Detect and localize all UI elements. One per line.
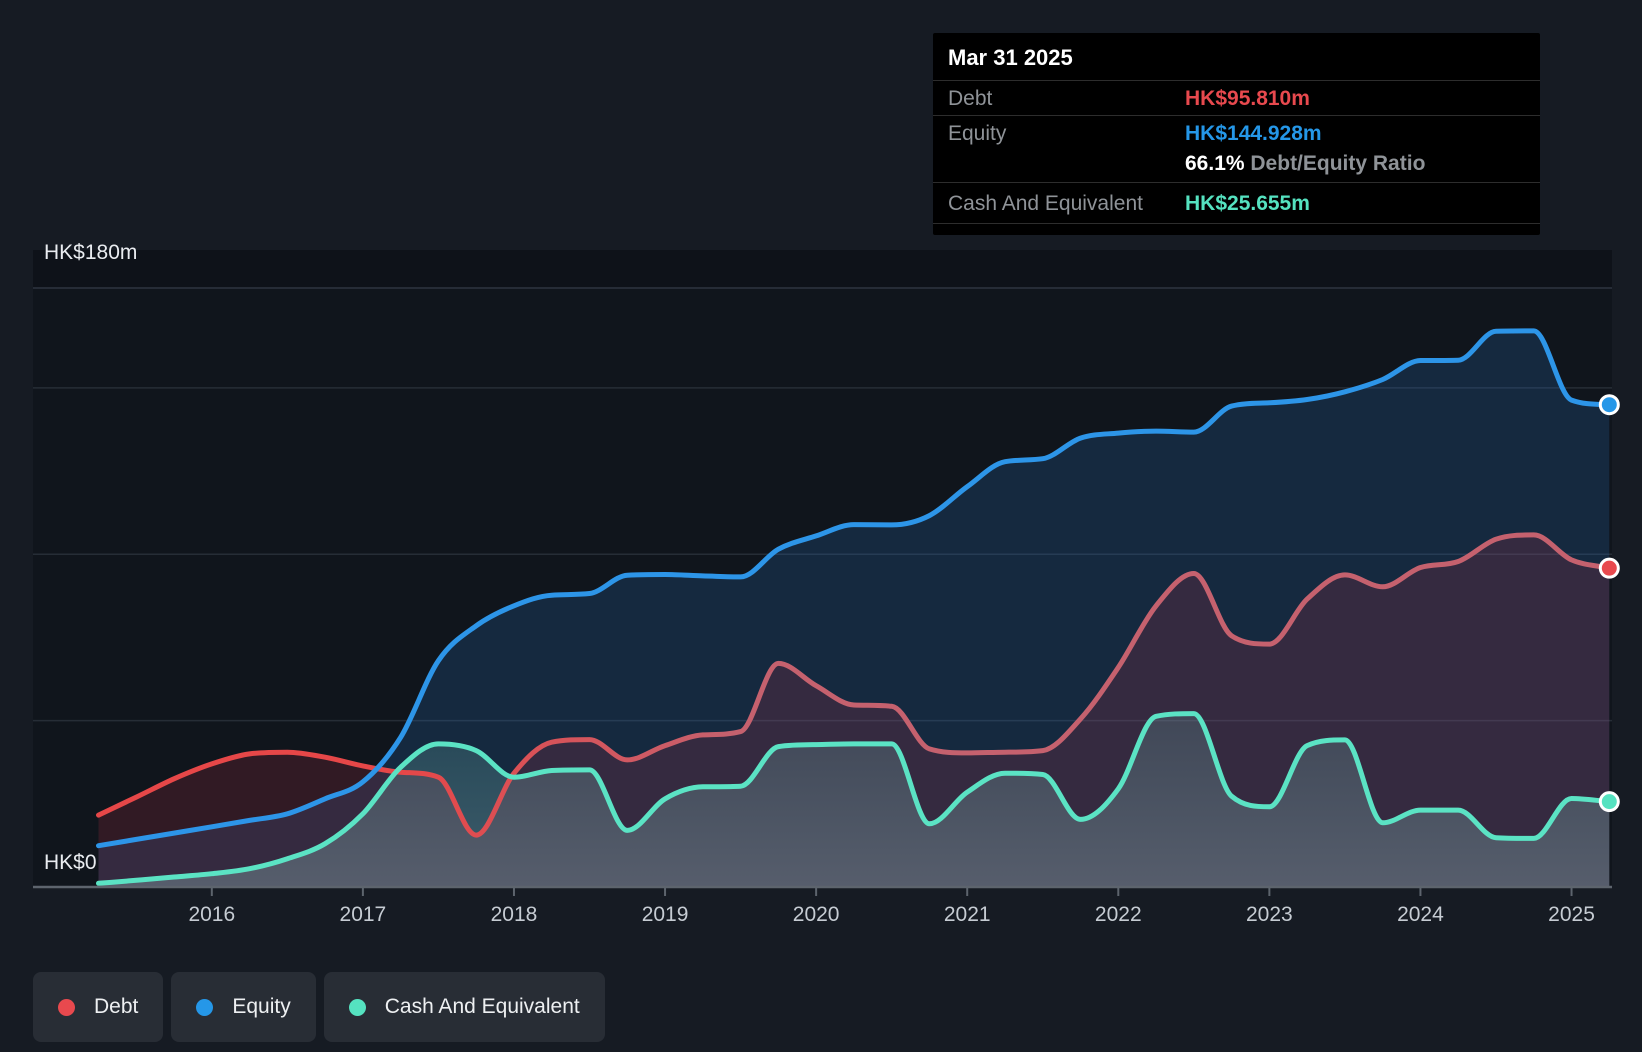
- equity-endpoint-marker[interactable]: [1598, 394, 1620, 416]
- tooltip-row-cash: Cash And Equivalent HK$25.655m: [933, 182, 1540, 224]
- equity-line: [96, 328, 1612, 849]
- x-axis-label-2016: 2016: [188, 903, 235, 926]
- x-axis-label-2025: 2025: [1548, 903, 1595, 926]
- debt-dot-icon: [58, 998, 75, 1016]
- tooltip-equity-label: Equity: [948, 122, 1007, 145]
- cash-endpoint-marker[interactable]: [1598, 791, 1620, 813]
- tooltip-card: Mar 31 2025 Debt HK$95.810m Equity HK$14…: [933, 33, 1540, 235]
- legend-item-equity[interactable]: Equity: [171, 972, 316, 1042]
- debt-endpoint-marker[interactable]: [1598, 557, 1620, 579]
- x-axis-label-2021: 2021: [944, 903, 991, 926]
- x-axis-label-2022: 2022: [1095, 903, 1142, 926]
- x-axis-label-2023: 2023: [1246, 903, 1293, 926]
- tooltip-row-debt: Debt HK$95.810m: [933, 81, 1540, 116]
- y-axis-label-zero: HK$0: [44, 851, 97, 874]
- tooltip-ratio: 66.1% Debt/Equity Ratio: [1185, 149, 1425, 179]
- legend-item-debt[interactable]: Debt: [33, 972, 164, 1042]
- ratio-percent: 66.1%: [1185, 152, 1245, 175]
- legend-debt-label: Debt: [94, 995, 139, 1018]
- x-axis-label-2018: 2018: [491, 903, 538, 926]
- ratio-label: Debt/Equity Ratio: [1250, 152, 1426, 175]
- legend-item-cash[interactable]: Cash And Equivalent: [323, 972, 605, 1042]
- tooltip-debt-label: Debt: [948, 87, 993, 110]
- tooltip-equity-value: HK$144.928m: [1185, 122, 1322, 145]
- cash-area: [98, 713, 1610, 887]
- debt-line: [96, 532, 1612, 838]
- tooltip-cash-value: HK$25.655m: [1185, 192, 1310, 215]
- tooltip-row-equity: Equity HK$144.928m: [933, 116, 1540, 149]
- x-axis-label-2017: 2017: [340, 903, 387, 926]
- y-axis-label-top: HK$180m: [44, 241, 137, 264]
- tooltip-debt-value: HK$95.810m: [1185, 87, 1310, 110]
- x-axis-label-2020: 2020: [793, 903, 840, 926]
- tooltip-date: Mar 31 2025: [933, 33, 1540, 81]
- x-axis-label-2019: 2019: [642, 903, 689, 926]
- legend: Debt Equity Cash And Equivalent: [33, 972, 605, 1042]
- tooltip-cash-label: Cash And Equivalent: [948, 192, 1143, 215]
- tooltip-row-ratio: 66.1% Debt/Equity Ratio: [933, 149, 1540, 182]
- cash-dot-icon: [348, 998, 366, 1016]
- x-axis-label-2024: 2024: [1397, 903, 1444, 926]
- cash-line: [96, 711, 1612, 886]
- legend-cash-label: Cash And Equivalent: [384, 995, 580, 1018]
- legend-equity-label: Equity: [232, 995, 291, 1018]
- equity-dot-icon: [196, 998, 214, 1016]
